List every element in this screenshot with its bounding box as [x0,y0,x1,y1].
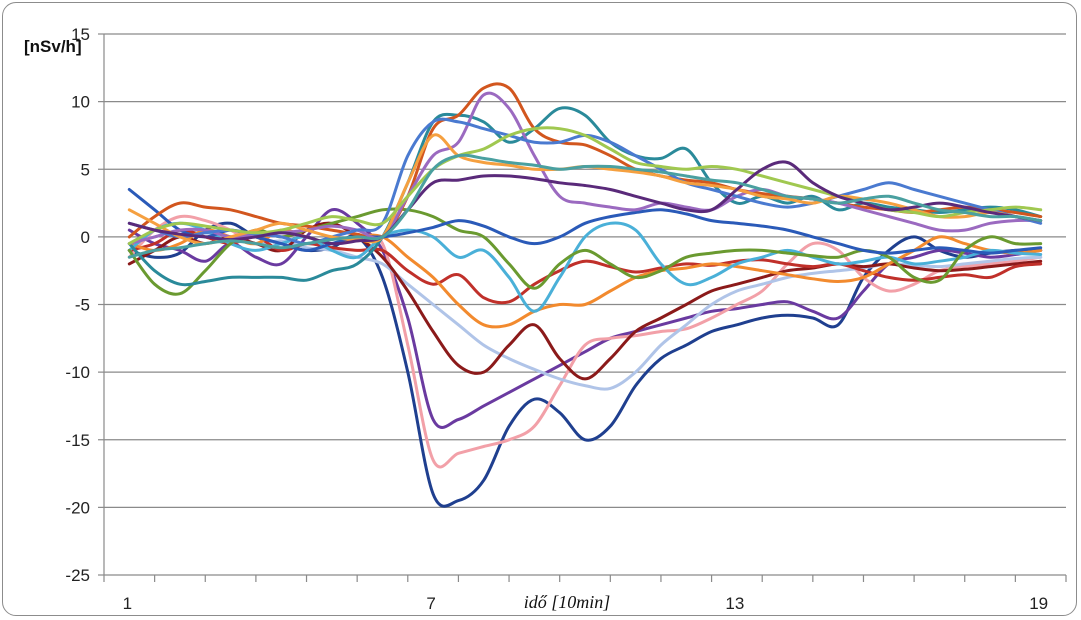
series-line-10 [127,188,1043,255]
series-line-12 [127,82,1043,241]
series-line-3 [127,214,1043,469]
y-tick-label: 5 [81,160,90,179]
series-line-17 [127,160,1043,246]
y-tick-label: -5 [75,296,90,315]
x-tick-label: 7 [426,594,435,613]
series-line-14 [127,117,1043,246]
y-tick-labels: 15 10 5 0 -5 -10 -15 -20 -25 [65,25,90,585]
x-axis-title: idő [10min] [524,592,611,612]
series-line-15 [127,133,1043,246]
series-line-4 [127,228,1043,391]
series-layer [127,82,1043,508]
x-tick-label: 13 [725,594,744,613]
gridlines [104,33,1066,508]
y-tick-label: 0 [81,228,90,247]
series-line-18 [127,153,1043,259]
y-axis-title: [nSv/h] [24,37,82,56]
x-tick-label: 1 [123,594,132,613]
y-tick-label: -25 [65,566,90,585]
y-tick-label: -10 [65,363,90,382]
series-line-6 [127,228,1043,305]
axes [98,33,1067,582]
x-tick-label: 19 [1029,594,1048,613]
x-tick-labels: 1 7 13 19 [123,594,1049,613]
y-tick-label: 10 [71,93,90,112]
y-tick-label: -20 [65,498,90,517]
series-line-11 [127,106,1043,287]
y-tick-label: 15 [71,25,90,44]
y-tick-label: -15 [65,431,90,450]
